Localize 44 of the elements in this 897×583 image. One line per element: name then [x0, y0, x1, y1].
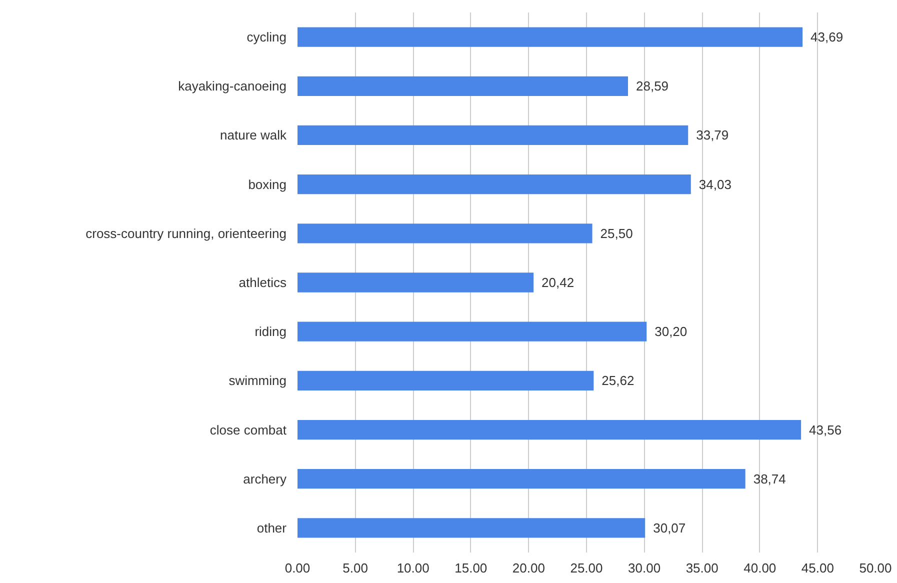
data-label: 20,42 — [542, 275, 574, 290]
data-label: 43,69 — [810, 30, 844, 45]
y-tick-label: close combat — [210, 422, 287, 438]
bar — [298, 125, 688, 146]
x-tick-label: 45.00 — [801, 560, 834, 576]
bar — [298, 272, 534, 292]
bar — [298, 420, 802, 440]
y-tick-label: archery — [243, 471, 287, 486]
x-tick-label: 50.00 — [859, 560, 892, 576]
data-label: 38,74 — [753, 471, 786, 486]
y-tick-label: cycling — [246, 30, 287, 45]
y-tick-label: nature walk — [220, 128, 287, 143]
data-label: 33,79 — [696, 128, 729, 143]
bar — [298, 174, 691, 194]
data-label: 25,50 — [600, 226, 633, 241]
bar — [298, 469, 746, 489]
data-label: 30,07 — [653, 520, 686, 536]
x-tick-label: 15.00 — [454, 560, 488, 576]
bar — [298, 27, 803, 47]
x-tick-label: 5.00 — [342, 560, 368, 576]
bar — [298, 224, 592, 244]
bar — [298, 76, 628, 96]
bar — [298, 370, 594, 390]
y-tick-label: kayaking-canoeing — [178, 78, 286, 94]
y-tick-label: boxing — [248, 176, 287, 192]
x-tick-label: 40.00 — [744, 560, 776, 576]
data-label: 28,59 — [636, 78, 669, 94]
x-tick-label: 30.00 — [628, 560, 661, 576]
data-label: 43,56 — [809, 422, 842, 438]
x-tick-label: 25.00 — [570, 560, 603, 576]
bar — [298, 322, 647, 342]
data-label: 25,62 — [602, 373, 634, 388]
y-tick-label: athletics — [238, 275, 287, 290]
x-tick-label: 20.00 — [512, 560, 545, 576]
x-tick-label: 0.00 — [284, 560, 310, 576]
y-tick-label: cross-country running, orienteering — [86, 226, 287, 241]
x-tick-label: 10.00 — [396, 560, 430, 576]
bar — [298, 518, 646, 538]
y-tick-label: other — [256, 520, 288, 536]
y-tick-label: riding — [254, 324, 286, 340]
x-tick-label: 35.00 — [686, 560, 718, 576]
data-label: 30,20 — [654, 324, 688, 340]
y-tick-label: swimming — [228, 373, 287, 388]
data-label: 34,03 — [698, 176, 732, 192]
